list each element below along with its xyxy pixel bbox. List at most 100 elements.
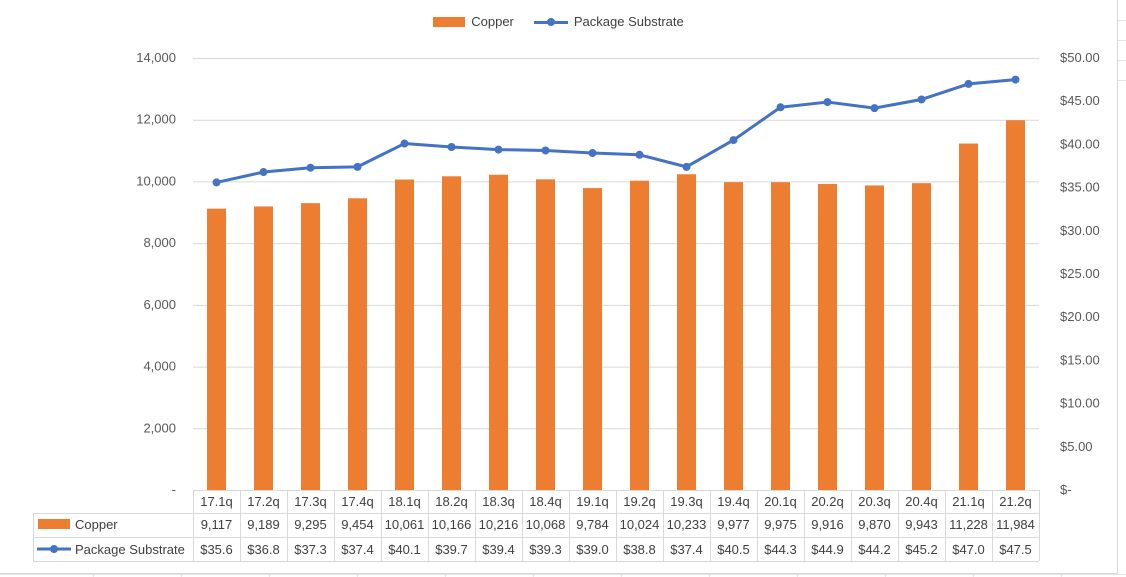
left-axis-tick-label: 10,000 [136, 173, 176, 188]
copper-bar [724, 182, 743, 490]
copper-value-label: 9,943 [905, 517, 938, 532]
category-label: 20.2q [811, 494, 844, 509]
substrate-value-label: $40.5 [717, 542, 750, 557]
right-axis-tick-label: $30.00 [1060, 223, 1100, 238]
copper-bar [301, 203, 320, 490]
copper-bar [489, 174, 508, 490]
substrate-value-label: $47.5 [999, 542, 1032, 557]
copper-value-label: 9,295 [294, 517, 327, 532]
substrate-point [917, 95, 926, 104]
substrate-point [682, 162, 691, 171]
copper-value-label: 10,068 [526, 517, 566, 532]
table-substrate-key-point [50, 545, 58, 553]
substrate-value-label: $45.2 [905, 542, 938, 557]
legend-item-copper: Copper [433, 14, 514, 29]
category-label: 18.4q [529, 494, 562, 509]
category-label: 20.4q [905, 494, 938, 509]
copper-bar [254, 206, 273, 490]
substrate-value-label: $39.0 [576, 542, 609, 557]
right-axis-tick-label: $5.00 [1060, 439, 1093, 454]
substrate-point [212, 178, 221, 187]
substrate-value-label: $35.6 [200, 542, 233, 557]
category-label: 19.4q [717, 494, 750, 509]
substrate-value-label: $37.3 [294, 542, 327, 557]
right-axis-tick-label: $15.00 [1060, 352, 1100, 367]
copper-bar [865, 185, 884, 490]
copper-bar [771, 182, 790, 490]
substrate-value-label: $44.2 [858, 542, 891, 557]
category-label: 20.1q [764, 494, 797, 509]
copper-value-label: 10,216 [479, 517, 519, 532]
copper-bar [583, 188, 602, 490]
substrate-value-label: $44.3 [764, 542, 797, 557]
legend-item-substrate: Package Substrate [533, 14, 684, 29]
substrate-value-label: $37.4 [670, 542, 703, 557]
category-label: 19.1q [576, 494, 609, 509]
right-axis-tick-label: $20.00 [1060, 309, 1100, 324]
substrate-point [306, 163, 315, 172]
substrate-value-label: $44.9 [811, 542, 844, 557]
substrate-point [353, 162, 362, 171]
left-axis-tick-label: - [172, 482, 176, 497]
copper-value-label: 9,189 [247, 517, 280, 532]
category-label: 21.2q [999, 494, 1032, 509]
substrate-point [635, 150, 644, 159]
copper-bar [912, 183, 931, 490]
substrate-point [1011, 75, 1020, 84]
substrate-value-label: $39.3 [529, 542, 562, 557]
legend-label-substrate: Package Substrate [573, 14, 684, 29]
substrate-point [259, 168, 268, 177]
category-label: 18.2q [435, 494, 468, 509]
copper-bar [677, 174, 696, 490]
copper-value-label: 9,454 [341, 517, 374, 532]
right-axis-tick-label: $45.00 [1060, 93, 1100, 108]
copper-bar [207, 208, 226, 491]
left-axis-tick-label: 12,000 [136, 112, 176, 127]
legend-label-copper: Copper [471, 14, 514, 29]
right-axis-tick-label: $35.00 [1060, 180, 1100, 195]
copper-value-label: 9,977 [717, 517, 750, 532]
category-label: 19.2q [623, 494, 656, 509]
copper-value-label: 10,166 [432, 517, 472, 532]
table-row-label-copper: Copper [75, 517, 118, 532]
right-axis-tick-label: $25.00 [1060, 266, 1100, 281]
category-label: 18.1q [388, 494, 421, 509]
copper-value-label: 10,024 [620, 517, 660, 532]
category-label: 17.3q [294, 494, 327, 509]
left-axis-tick-label: 6,000 [143, 297, 176, 312]
right-axis-tick-label: $40.00 [1060, 136, 1100, 151]
copper-bar [959, 143, 978, 490]
substrate-point [588, 149, 597, 158]
left-axis-tick-label: 4,000 [143, 359, 176, 374]
substrate-value-label: $47.0 [952, 542, 985, 557]
substrate-value-label: $38.8 [623, 542, 656, 557]
category-label: 18.3q [482, 494, 515, 509]
copper-value-label: 9,870 [858, 517, 891, 532]
right-axis-tick-label: $- [1060, 482, 1072, 497]
substrate-value-label: $36.8 [247, 542, 280, 557]
legend: Copper Package Substrate [0, 14, 1117, 29]
table-copper-key [38, 519, 70, 529]
substrate-point [400, 139, 409, 148]
copper-bar [442, 176, 461, 491]
category-label: 17.1q [200, 494, 233, 509]
substrate-legend-swatch [533, 17, 568, 27]
category-label: 20.3q [858, 494, 891, 509]
copper-value-label: 9,117 [201, 517, 233, 532]
copper-bar [536, 179, 555, 490]
left-axis-tick-label: 2,000 [143, 420, 176, 435]
copper-value-label: 9,975 [764, 517, 797, 532]
substrate-point [447, 142, 456, 151]
copper-bar [348, 198, 367, 491]
substrate-value-label: $40.1 [388, 542, 421, 557]
copper-bar [1006, 120, 1025, 490]
table-row-label-substrate: Package Substrate [75, 542, 185, 557]
substrate-point [776, 103, 785, 112]
right-axis-tick-label: $50.00 [1060, 50, 1100, 65]
copper-bar [818, 184, 837, 490]
substrate-point [494, 145, 503, 154]
category-label: 21.1q [952, 494, 985, 509]
category-label: 17.4q [341, 494, 374, 509]
